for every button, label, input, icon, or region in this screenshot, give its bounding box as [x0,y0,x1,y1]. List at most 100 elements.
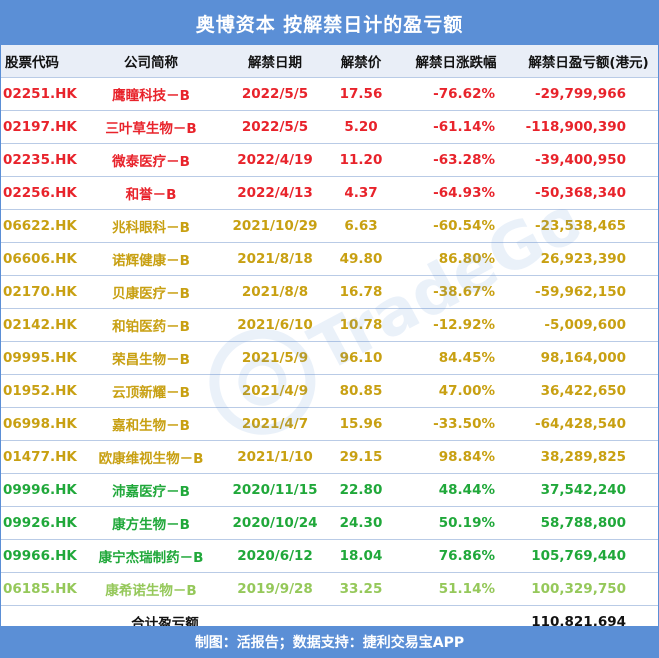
table-row: 02256.HK 和誉－B 2022/4/13 4.37 -64.93% -50,368,… [1,176,658,210]
unlock-change: -33.50% [393,407,519,441]
unlock-price: 96.10 [329,341,393,375]
unlock-date: 2021/8/18 [221,242,329,276]
company-name: 三叶草生物－B [81,110,221,144]
header-company-name: 公司简称 [81,45,221,78]
stock-code: 02197.HK [1,110,81,144]
unlock-pl: -29,799,966 [519,77,658,111]
unlock-price: 22.80 [329,473,393,507]
unlock-change: -63.28% [393,143,519,177]
company-name: 康希诺生物－B [81,572,221,606]
table-row: 06998.HK 嘉和生物－B 2021/4/7 15.96 -33.50% -64,42… [1,407,658,441]
company-name: 嘉和生物－B [81,407,221,441]
unlock-change: -38.67% [393,275,519,309]
unlock-price: 4.37 [329,176,393,210]
total-value: 110,821,694 [531,613,626,630]
company-name: 微泰医疗－B [81,143,221,177]
unlock-change: 76.86% [393,539,519,573]
unlock-date: 2020/10/24 [221,506,329,540]
unlock-pl: 58,788,800 [519,506,658,540]
unlock-price: 18.04 [329,539,393,573]
stock-code: 02256.HK [1,176,81,210]
table-row: 09926.HK 康方生物－B 2020/10/24 24.30 50.19% 58,78… [1,506,658,540]
unlock-date: 2019/9/28 [221,572,329,606]
unlock-date: 2021/8/8 [221,275,329,309]
stock-code: 06998.HK [1,407,81,441]
stock-code: 09926.HK [1,506,81,540]
table-row: 02197.HK 三叶草生物－B 2022/5/5 5.20 -61.14% -118,9… [1,110,658,144]
header-unlock-pl: 解禁日盈亏额(港元) [519,45,658,78]
unlock-date: 2021/4/7 [221,407,329,441]
unlock-change: 47.00% [393,374,519,408]
company-name: 沛嘉医疗－B [81,473,221,507]
company-name: 和铂医药－B [81,308,221,342]
unlock-pl: -64,428,540 [519,407,658,441]
unlock-price: 49.80 [329,242,393,276]
company-name: 鹰瞳科技－B [81,77,221,111]
table-row: 01477.HK 欧康维视生物－B 2021/1/10 29.15 98.84% 38,2… [1,440,658,474]
stock-code: 06606.HK [1,242,81,276]
table-row: 02235.HK 微泰医疗－B 2022/4/19 11.20 -63.28% -39,4… [1,143,658,177]
unlock-price: 11.20 [329,143,393,177]
stock-code: 06185.HK [1,572,81,606]
unlock-date: 2022/5/5 [221,77,329,111]
table-row: 09996.HK 沛嘉医疗－B 2020/11/15 22.80 48.44% 37,54… [1,473,658,507]
unlock-price: 80.85 [329,374,393,408]
unlock-change: 98.84% [393,440,519,474]
table-row: 06185.HK 康希诺生物－B 2019/9/28 33.25 51.14% 100,3… [1,572,658,606]
stock-code: 09996.HK [1,473,81,507]
company-name: 欧康维视生物－B [81,440,221,474]
table-row: 09966.HK 康宁杰瑞制药－B 2020/6/12 18.04 76.86% 105,… [1,539,658,573]
unlock-date: 2020/6/12 [221,539,329,573]
table-row: 06622.HK 兆科眼科－B 2021/10/29 6.63 -60.54% -23,5… [1,209,658,243]
unlock-date: 2021/1/10 [221,440,329,474]
company-name: 云顶新耀－B [81,374,221,408]
company-name: 贝康医疗－B [81,275,221,309]
unlock-price: 15.96 [329,407,393,441]
unlock-price: 10.78 [329,308,393,342]
table-row: 06606.HK 诺辉健康－B 2021/8/18 49.80 86.80% 26,923… [1,242,658,276]
unlock-price: 17.56 [329,77,393,111]
company-name: 康方生物－B [81,506,221,540]
unlock-date: 2021/4/9 [221,374,329,408]
unlock-pl: 100,329,750 [519,572,658,606]
stock-code: 02235.HK [1,143,81,177]
unlock-date: 2021/10/29 [221,209,329,243]
stock-code: 02142.HK [1,308,81,342]
unlock-pl: -59,962,150 [519,275,658,309]
company-name: 康宁杰瑞制药－B [81,539,221,573]
unlock-pl: 26,923,390 [519,242,658,276]
report-title: 奥博资本 按解禁日计的盈亏额 [1,1,658,45]
table-row: 09995.HK 荣昌生物－B 2021/5/9 96.10 84.45% 98,164,… [1,341,658,375]
stock-code: 01952.HK [1,374,81,408]
company-name: 和誉－B [81,176,221,210]
unlock-pl: 105,769,440 [519,539,658,573]
table-row: 02142.HK 和铂医药－B 2021/6/10 10.78 -12.92% -5,00… [1,308,658,342]
company-name: 荣昌生物－B [81,341,221,375]
unlock-pl: -39,400,950 [519,143,658,177]
unlock-price: 24.30 [329,506,393,540]
company-name: 诺辉健康－B [81,242,221,276]
unlock-price: 5.20 [329,110,393,144]
footer-credit: 制图：活报告；数据支持：捷利交易宝APP [1,626,658,657]
unlock-date: 2021/6/10 [221,308,329,342]
unlock-pl: -118,900,390 [519,110,658,144]
unlock-date: 2022/4/19 [221,143,329,177]
unlock-price: 6.63 [329,209,393,243]
stock-code: 09966.HK [1,539,81,573]
unlock-pl: -23,538,465 [519,209,658,243]
unlock-change: -12.92% [393,308,519,342]
stock-code: 06622.HK [1,209,81,243]
header-stock-code: 股票代码 [1,45,81,78]
table-row: 02251.HK 鹰瞳科技－B 2022/5/5 17.56 -76.62% -29,79… [1,77,658,111]
table-row: 01952.HK 云顶新耀－B 2021/4/9 80.85 47.00% 36,422,… [1,374,658,408]
unlock-price: 16.78 [329,275,393,309]
unlock-change: 50.19% [393,506,519,540]
unlock-pl: -50,368,340 [519,176,658,210]
unlock-change: -61.14% [393,110,519,144]
unlock-pl: 98,164,000 [519,341,658,375]
company-name: 兆科眼科－B [81,209,221,243]
unlock-pl: 37,542,240 [519,473,658,507]
table-row: 02170.HK 贝康医疗－B 2021/8/8 16.78 -38.67% -59,96… [1,275,658,309]
unlock-pl: 38,289,825 [519,440,658,474]
